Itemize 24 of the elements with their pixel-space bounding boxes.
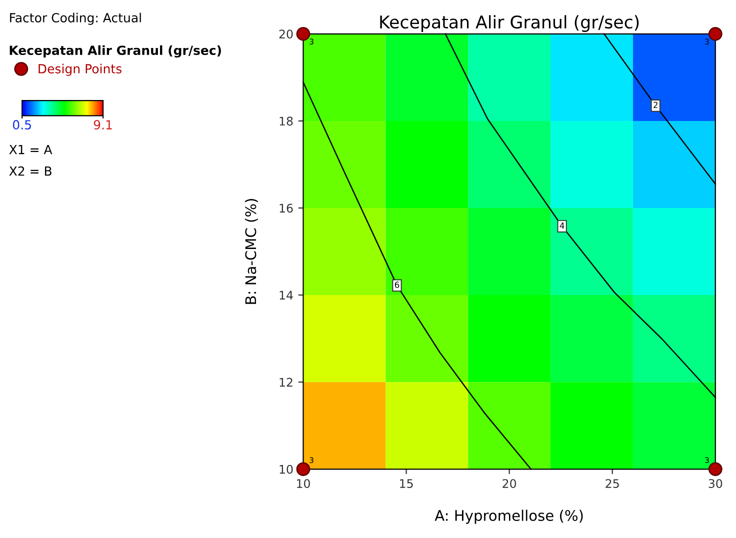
y-tick-label: 18 bbox=[280, 116, 293, 126]
color-bar-label: 9.1 bbox=[94, 120, 112, 130]
y-tick-label: 12 bbox=[280, 378, 292, 387]
x-tick-label: 20 bbox=[502, 479, 516, 488]
x-tick-label: 25 bbox=[606, 479, 619, 488]
y-tick-label: 16 bbox=[280, 204, 293, 213]
chart-title: Kecepatan Alir Granul (gr/sec) bbox=[380, 15, 639, 32]
legend-label: Design Points bbox=[38, 64, 122, 76]
x-tick-label: 10 bbox=[297, 479, 310, 488]
x-axis-title: A: Hypromellose (%) bbox=[434, 510, 583, 524]
legend-title: Kecepatan Alir Granul (gr/sec) bbox=[10, 45, 221, 58]
color-bar-label: 0.5 bbox=[12, 120, 31, 130]
x-tick-label: 15 bbox=[400, 479, 413, 488]
y-tick-label: 14 bbox=[280, 290, 293, 300]
y-tick-label: 20 bbox=[279, 30, 293, 39]
annotation: 6 bbox=[394, 282, 400, 288]
text: X2 = B bbox=[9, 166, 52, 176]
text: Factor Coding: Actual bbox=[10, 12, 141, 25]
y-tick-label: 10 bbox=[280, 464, 293, 474]
annotation: 2 bbox=[654, 102, 658, 108]
text: X1 = A bbox=[9, 144, 52, 154]
annotation: 4 bbox=[560, 222, 564, 229]
y-axis-title: B: Na-CMC (%) bbox=[244, 199, 258, 304]
x-tick-label: 30 bbox=[708, 479, 722, 488]
